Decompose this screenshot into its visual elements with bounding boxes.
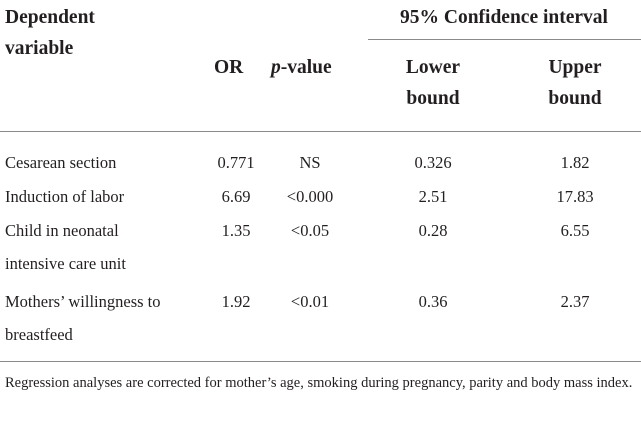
row-4-lower: 0.36: [418, 292, 448, 311]
header-dependent-variable: Dependent variable: [5, 7, 95, 59]
row-1-lower: 0.326: [414, 153, 452, 172]
row-4-or: 1.92: [221, 292, 251, 311]
row-4-upper: 2.37: [560, 292, 590, 311]
row-3-lower: 0.28: [418, 221, 448, 240]
header-p-value: p-value: [271, 57, 332, 78]
ci-group-rule: [368, 39, 641, 40]
row-1-variable: Cesarean section: [5, 153, 117, 172]
table-footnote: Regression analyses are corrected for mo…: [5, 375, 633, 391]
row-1-or: 0.771: [217, 153, 255, 172]
row-3-or: 1.35: [221, 221, 251, 240]
row-2-upper: 17.83: [556, 187, 594, 206]
header-ci-group: 95% Confidence interval: [400, 7, 608, 28]
row-3-upper: 6.55: [560, 221, 590, 240]
header-or: OR: [214, 57, 244, 78]
header-lower-bound: Lower bound: [405, 57, 461, 109]
table-bottom-rule: [0, 361, 641, 362]
row-2-lower: 2.51: [418, 187, 448, 206]
row-3-p: <0.05: [290, 221, 330, 240]
header-upper-bound: Upper bound: [548, 57, 602, 109]
row-2-p: <0.000: [286, 187, 334, 206]
row-1-p: NS: [299, 153, 321, 172]
row-3-variable: Child in neonatal intensive care unit: [5, 221, 126, 273]
row-4-p: <0.01: [290, 292, 330, 311]
row-4-variable: Mothers’ willingness to breastfeed: [5, 292, 161, 344]
row-2-variable: Induction of labor: [5, 187, 125, 206]
header-bottom-rule: [0, 131, 641, 132]
row-1-upper: 1.82: [560, 153, 590, 172]
row-2-or: 6.69: [221, 187, 251, 206]
